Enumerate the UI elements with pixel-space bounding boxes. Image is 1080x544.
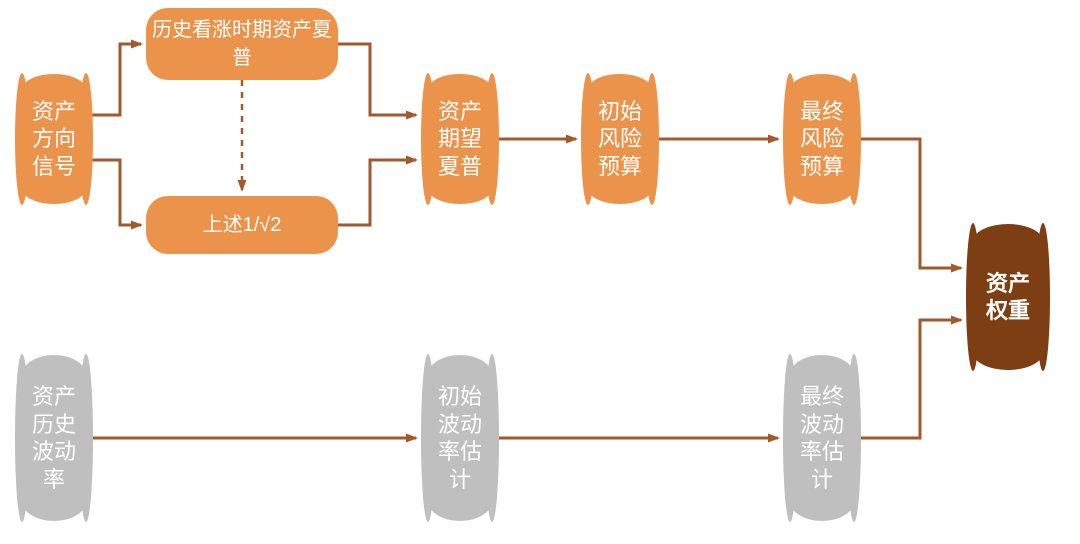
edge-e2 xyxy=(92,160,141,225)
node-weight: 资产权重 xyxy=(973,224,1043,370)
edge-e4 xyxy=(338,44,416,115)
node-sqrt: 上述1/√2 xyxy=(146,196,338,254)
node-label: 上述1/√2 xyxy=(203,211,282,239)
node-label: 初始风险预算 xyxy=(598,98,642,181)
flow-connectors xyxy=(0,0,1080,544)
node-label: 最终风险预算 xyxy=(800,98,844,181)
edge-e1 xyxy=(92,44,141,115)
node-final-vol: 最终波动率估计 xyxy=(790,355,854,521)
edge-e11 xyxy=(860,320,961,438)
node-label: 资产期望夏普 xyxy=(438,98,482,181)
node-label: 资产权重 xyxy=(986,270,1030,325)
node-label: 资产历史波动率 xyxy=(32,383,76,493)
edge-e5 xyxy=(338,160,416,225)
node-asset-signal: 资产方向信号 xyxy=(22,74,86,204)
node-label: 资产方向信号 xyxy=(32,98,76,181)
node-label: 历史看涨时期资产夏普 xyxy=(146,16,338,72)
node-init-vol: 初始波动率估计 xyxy=(428,355,492,521)
node-label: 最终波动率估计 xyxy=(800,383,844,493)
node-init-budget: 初始风险预算 xyxy=(588,74,652,204)
node-final-budget: 最终风险预算 xyxy=(790,74,854,204)
node-expected-sharpe: 资产期望夏普 xyxy=(428,74,492,204)
node-hist-sharpe: 历史看涨时期资产夏普 xyxy=(146,8,338,80)
edge-e8 xyxy=(860,139,961,268)
node-label: 初始波动率估计 xyxy=(438,383,482,493)
node-hist-vol: 资产历史波动率 xyxy=(22,355,86,521)
